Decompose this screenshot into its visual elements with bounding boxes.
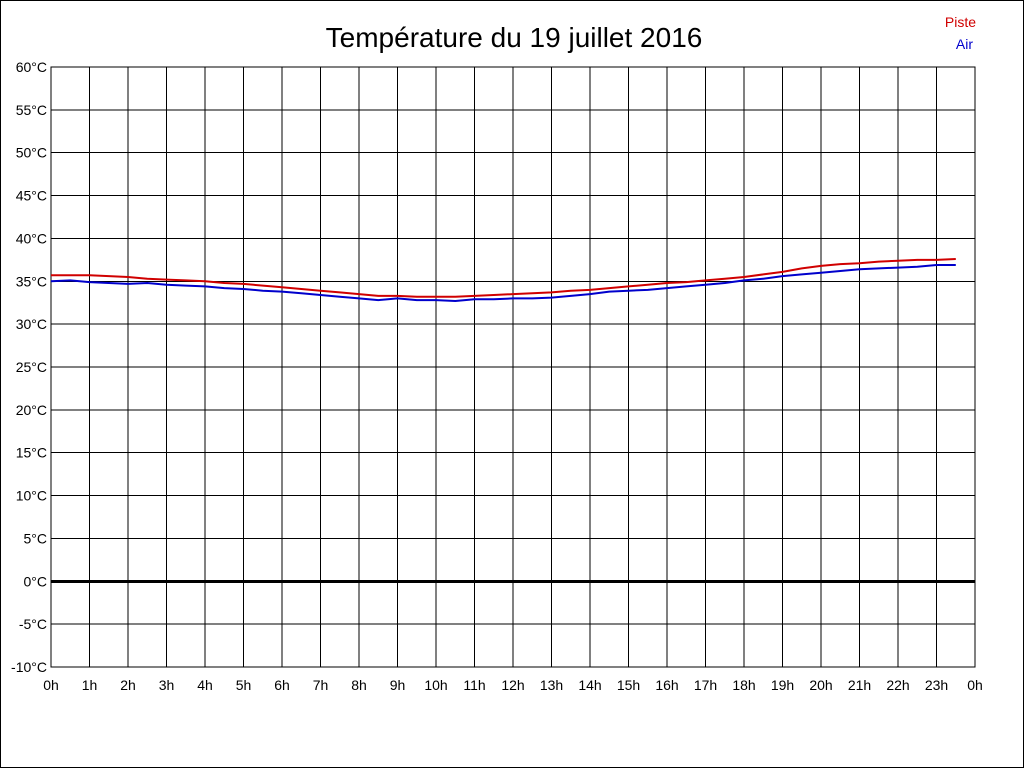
y-tick-label: -10°C xyxy=(11,659,47,675)
x-tick-label: 22h xyxy=(886,677,909,693)
y-tick-label: 40°C xyxy=(16,230,47,246)
y-tick-label: 15°C xyxy=(16,445,47,461)
x-axis-ticks: 0h 1h 2h 3h 4h 5h 6h 7h 8h 9h 10h 11h 12h 13h 14h 15h 16… xyxy=(43,677,983,693)
y-tick-label: 0°C xyxy=(24,573,48,589)
x-tick-label: 13h xyxy=(540,677,563,693)
series-layer xyxy=(50,258,956,302)
series-line-air xyxy=(50,264,956,302)
y-tick-label: 10°C xyxy=(16,488,47,504)
y-tick-label: 35°C xyxy=(16,273,47,289)
y-tick-label: 50°C xyxy=(16,145,47,161)
x-tick-label: 10h xyxy=(424,677,447,693)
x-tick-label: 20h xyxy=(809,677,832,693)
y-tick-label: 30°C xyxy=(16,316,47,332)
x-tick-label: 3h xyxy=(159,677,175,693)
legend-piste: Piste xyxy=(945,14,976,30)
x-tick-label: 23h xyxy=(925,677,948,693)
x-tick-label: 11h xyxy=(463,677,485,693)
x-tick-label: 21h xyxy=(848,677,871,693)
x-tick-label: 17h xyxy=(694,677,717,693)
x-tick-label: 12h xyxy=(501,677,524,693)
x-tick-label: 15h xyxy=(617,677,640,693)
y-axis-ticks: 60°C 55°C 50°C 45°C 40°C 35°C 30°C 25°C 20°C 15°C… xyxy=(11,59,47,675)
x-tick-label: 0h xyxy=(43,677,59,693)
x-tick-label: 4h xyxy=(197,677,213,693)
grid xyxy=(50,66,976,668)
y-tick-label: 60°C xyxy=(16,59,47,75)
x-tick-label: 16h xyxy=(655,677,678,693)
x-tick-label: 9h xyxy=(390,677,406,693)
legend-air: Air xyxy=(956,36,973,52)
x-tick-label: 14h xyxy=(578,677,601,693)
chart-title: Température du 19 juillet 2016 xyxy=(326,22,703,53)
y-tick-label: 25°C xyxy=(16,359,47,375)
y-tick-label: -5°C xyxy=(19,616,47,632)
x-tick-label: 18h xyxy=(732,677,755,693)
x-tick-label: 19h xyxy=(771,677,794,693)
x-tick-label: 8h xyxy=(351,677,367,693)
x-tick-label: 5h xyxy=(236,677,252,693)
x-tick-label: 7h xyxy=(313,677,329,693)
x-tick-label: 2h xyxy=(120,677,136,693)
series-line-piste xyxy=(51,258,956,298)
y-tick-label: 45°C xyxy=(16,188,47,204)
x-tick-label: 1h xyxy=(82,677,98,693)
y-tick-label: 5°C xyxy=(24,530,48,546)
plot-border xyxy=(50,66,976,668)
x-tick-label: 0h xyxy=(967,677,983,693)
x-tick-label: 6h xyxy=(274,677,290,693)
y-tick-label: 55°C xyxy=(16,102,47,118)
y-tick-label: 20°C xyxy=(16,402,47,418)
